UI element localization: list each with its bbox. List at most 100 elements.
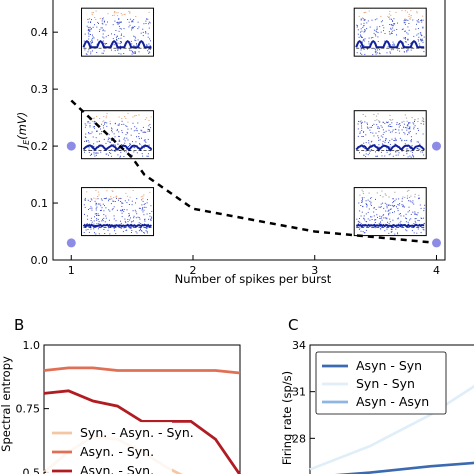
raster-spike [110, 196, 112, 198]
raster-spike [388, 16, 391, 18]
raster-spike [421, 120, 423, 122]
raster-spike [105, 117, 107, 119]
raster-spike [104, 149, 106, 151]
raster-spike [102, 30, 104, 32]
raster-spike [357, 220, 359, 222]
raster-spike [146, 232, 148, 234]
raster-spike [409, 126, 411, 128]
raster-spike [388, 204, 390, 206]
raster-spike [111, 131, 113, 133]
raster-spike [411, 151, 413, 153]
raster-spike [392, 44, 394, 46]
raster-spike [401, 140, 403, 142]
raster-spike [150, 219, 152, 221]
raster-spike [420, 232, 422, 234]
raster-spike [148, 48, 150, 50]
raster-spike [87, 122, 89, 124]
raster-spike [102, 218, 103, 220]
raster-spike [131, 220, 133, 222]
raster-spike [395, 198, 397, 200]
raster-spike [362, 231, 364, 233]
raster-spike [116, 128, 118, 130]
raster-spike [93, 126, 95, 127]
raster-spike [138, 47, 140, 48]
raster-spike [120, 21, 122, 23]
raster-spike [142, 155, 144, 157]
raster-spike [415, 222, 417, 224]
raster-spike [125, 134, 127, 136]
raster-spike [110, 152, 112, 154]
raster-spike [361, 127, 363, 129]
raster-spike [128, 10, 130, 12]
raster-spike [369, 219, 371, 221]
raster-spike [361, 41, 363, 43]
raster-spike [397, 154, 399, 156]
raster-spike [84, 206, 86, 208]
raster-spike [410, 43, 412, 44]
raster-spike [389, 33, 391, 35]
data-point [432, 141, 441, 151]
raster-spike [395, 143, 396, 145]
raster-spike [95, 207, 97, 209]
raster-spike [394, 205, 396, 206]
raster-spike [101, 27, 103, 29]
raster-spike [135, 115, 137, 116]
raster-spike [370, 216, 371, 218]
raster-spike [406, 190, 409, 192]
raster-spike [412, 200, 414, 202]
raster-spike [105, 153, 107, 155]
raster-spike [132, 141, 133, 143]
raster-spike [378, 137, 380, 139]
raster-spike [423, 36, 425, 38]
raster-spike [401, 204, 403, 206]
raster-spike [131, 29, 133, 31]
raster-spike [133, 26, 134, 28]
raster-spike [396, 206, 397, 208]
raster-spike [422, 40, 424, 42]
raster-spike [420, 20, 422, 22]
raster-spike [413, 126, 415, 128]
raster-spike [387, 46, 389, 48]
raster-spike [404, 41, 406, 43]
raster-spike [359, 218, 360, 219]
raster-spike [393, 201, 395, 202]
raster-spike [405, 217, 406, 219]
raster-spike [364, 12, 366, 14]
raster-spike [131, 232, 132, 233]
raster-spike [418, 197, 420, 199]
raster-spike [142, 131, 144, 133]
raster-spike [398, 213, 400, 215]
raster-spike [368, 142, 370, 144]
raster-spike [90, 220, 92, 221]
raster-spike [410, 16, 412, 18]
raster-spike [138, 114, 140, 116]
raster-spike [417, 28, 419, 29]
raster-spike [367, 123, 368, 125]
raster-spike [368, 43, 370, 45]
raster-spike [362, 199, 363, 201]
raster-spike [385, 210, 387, 212]
raster-spike [138, 222, 140, 224]
raster-spike [113, 12, 115, 14]
raster-spike [115, 196, 117, 198]
raster-spike [373, 211, 375, 213]
raster-spike [140, 129, 142, 131]
raster-spike [144, 139, 146, 141]
raster-spike [360, 205, 362, 206]
raster-spike [117, 42, 119, 44]
raster-spike [397, 22, 398, 24]
raster-spike [387, 221, 388, 223]
raster-spike [149, 123, 151, 125]
raster-spike [91, 39, 93, 41]
raster-spike [147, 130, 149, 132]
raster-spike [418, 36, 420, 38]
raster-spike [102, 36, 104, 38]
raster-spike [392, 49, 394, 51]
raster-spike [374, 48, 376, 50]
raster-spike [93, 228, 95, 230]
raster-spike [147, 155, 149, 157]
raster-spike [418, 141, 419, 143]
raster-spike [406, 19, 408, 21]
y-tick-label: 0.1 [31, 197, 49, 210]
raster-spike [410, 195, 412, 197]
